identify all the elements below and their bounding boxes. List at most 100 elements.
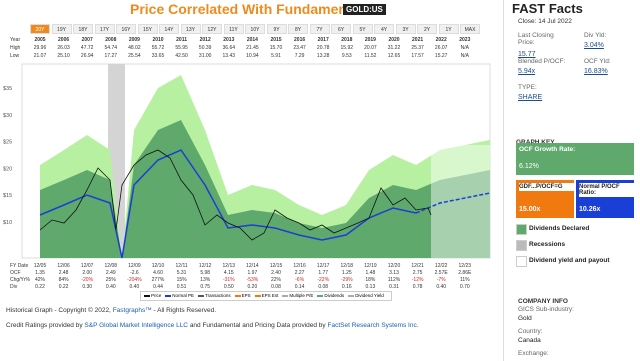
close-date: Close: 14 Jul 2022 [518,18,572,25]
cell: 31.22 [387,45,401,51]
exchange-label: Exchange: [518,350,549,357]
gdf-box: GDF...P/OCF=G 15.00x [516,180,574,218]
cell: 47.72 [80,45,94,51]
legend-entry[interactable]: Price [144,293,161,298]
text: and Fundamental and Pricing Data provide… [189,322,326,329]
cell: 2018 [341,37,353,43]
range-button[interactable]: 3Y [395,24,416,34]
cell: 12/14 [246,263,259,269]
legend-entry[interactable]: EPS Est [254,293,278,298]
cell: 21.07 [33,53,47,59]
range-button[interactable]: 4Y [374,24,394,34]
cell: 13.43 [222,53,236,59]
range-button[interactable]: 12Y [202,24,222,34]
cell: 3.13 [389,270,399,276]
range-button[interactable]: 20Y [30,24,50,34]
cell: 0.51 [176,284,187,290]
fact-label: Last Closing Price: [518,32,554,46]
cell: 5.98 [200,270,211,276]
cell: 12/17 [316,263,330,269]
normal-line [39,149,417,259]
cell: -6% [295,277,305,283]
link[interactable]: S&P Global Market Intelligence LLC [84,322,188,329]
cell: 25.54 [128,53,141,59]
range-button[interactable]: 5Y [352,24,373,34]
range-button[interactable]: 1Y [438,24,459,34]
cell: 21.45 [246,45,259,51]
cell: 2010 [152,37,164,43]
cell: 2008 [105,37,117,43]
range-button[interactable]: MAX [460,24,480,34]
range-button[interactable]: 15Y [137,24,158,34]
cell: 1.48 [365,270,376,276]
country-label: Country: [518,328,543,335]
cell: 12/19 [364,263,377,269]
legend-entry[interactable]: Transactions [198,293,231,298]
text: - All Rights Reserved. [153,307,217,314]
facts-panel: FAST Facts Close: 14 Jul 2022 Last Closi… [503,0,640,361]
cell: 12/16 [293,263,306,269]
label: Normal P/OCF Ratio: [579,183,634,197]
cell: -31% [222,277,235,283]
range-button[interactable]: 6Y [331,24,351,34]
cell: 2017 [317,37,329,43]
legend-entry[interactable]: Multiple P/E [282,293,313,298]
cell: 2006 [58,37,70,43]
y-label: $10 [3,220,12,226]
cell: 12/09 [128,263,141,269]
legend-entry[interactable]: Normal PE [165,293,194,298]
cell: 13% [200,277,211,283]
range-button[interactable]: 17Y [94,24,115,34]
cell: 112% [387,277,401,283]
cell: N/A [460,53,469,59]
swatch [317,294,324,297]
range-button[interactable]: 11Y [223,24,244,34]
key-swatch [516,256,527,267]
cell: 1.25 [341,270,352,276]
label: GDF...P/OCF=G [519,183,574,191]
y-label: $30 [3,113,12,119]
growth-box: OCF Growth Rate: 6.12% [516,143,634,175]
cell: 2020 [388,37,400,43]
cell: 12.65 [387,53,401,59]
range-button[interactable]: 10Y [245,24,265,34]
cell: 2.40 [271,270,281,276]
cell: 0.08 [318,284,329,290]
range-button[interactable]: 2Y [417,24,437,34]
cell: 29.96 [33,45,47,51]
cell: -12% [411,277,424,283]
link[interactable]: Fastgraphs™ [112,307,152,314]
legend-text: Multiple P/E [289,293,314,298]
range-button[interactable]: 9Y [266,24,287,34]
swatch [348,294,355,297]
range-button[interactable]: 13Y [180,24,201,34]
range-button[interactable]: 18Y [73,24,93,34]
value: 10.26x [579,206,601,213]
cell: 25.37 [411,45,424,51]
cell: 17.27 [104,53,118,59]
cell: 0.16 [341,284,352,290]
legend-entry[interactable]: Dividends [317,293,344,298]
range-button[interactable]: 8Y [288,24,308,34]
range-button[interactable]: 7Y [309,24,330,34]
range-button[interactable]: 19Y [51,24,72,34]
cell: 2.49 [105,270,116,276]
cell: 11% [459,277,470,283]
legend: Price Normal PE Transactions EPS EPS Est Mult… [140,291,392,301]
link[interactable]: FactSet Research Systems Inc. [327,322,419,329]
fact-value: 16.83% [584,68,608,75]
range-button[interactable]: 16Y [116,24,136,34]
fact-label: TYPE: [518,84,537,91]
range-button[interactable]: 14Y [159,24,179,34]
legend-entry[interactable]: Dividend Yield [348,293,384,298]
cell: 26.07 [434,45,448,51]
cell: 84% [58,277,69,283]
legend-text: EPS [241,293,251,298]
cell: -204% [127,277,142,283]
legend-entry[interactable]: EPS [234,293,251,298]
cell: 277% [151,277,165,283]
cell: 0.40 [105,284,116,290]
cell: -29% [340,277,353,283]
cell: 2014 [246,37,258,43]
